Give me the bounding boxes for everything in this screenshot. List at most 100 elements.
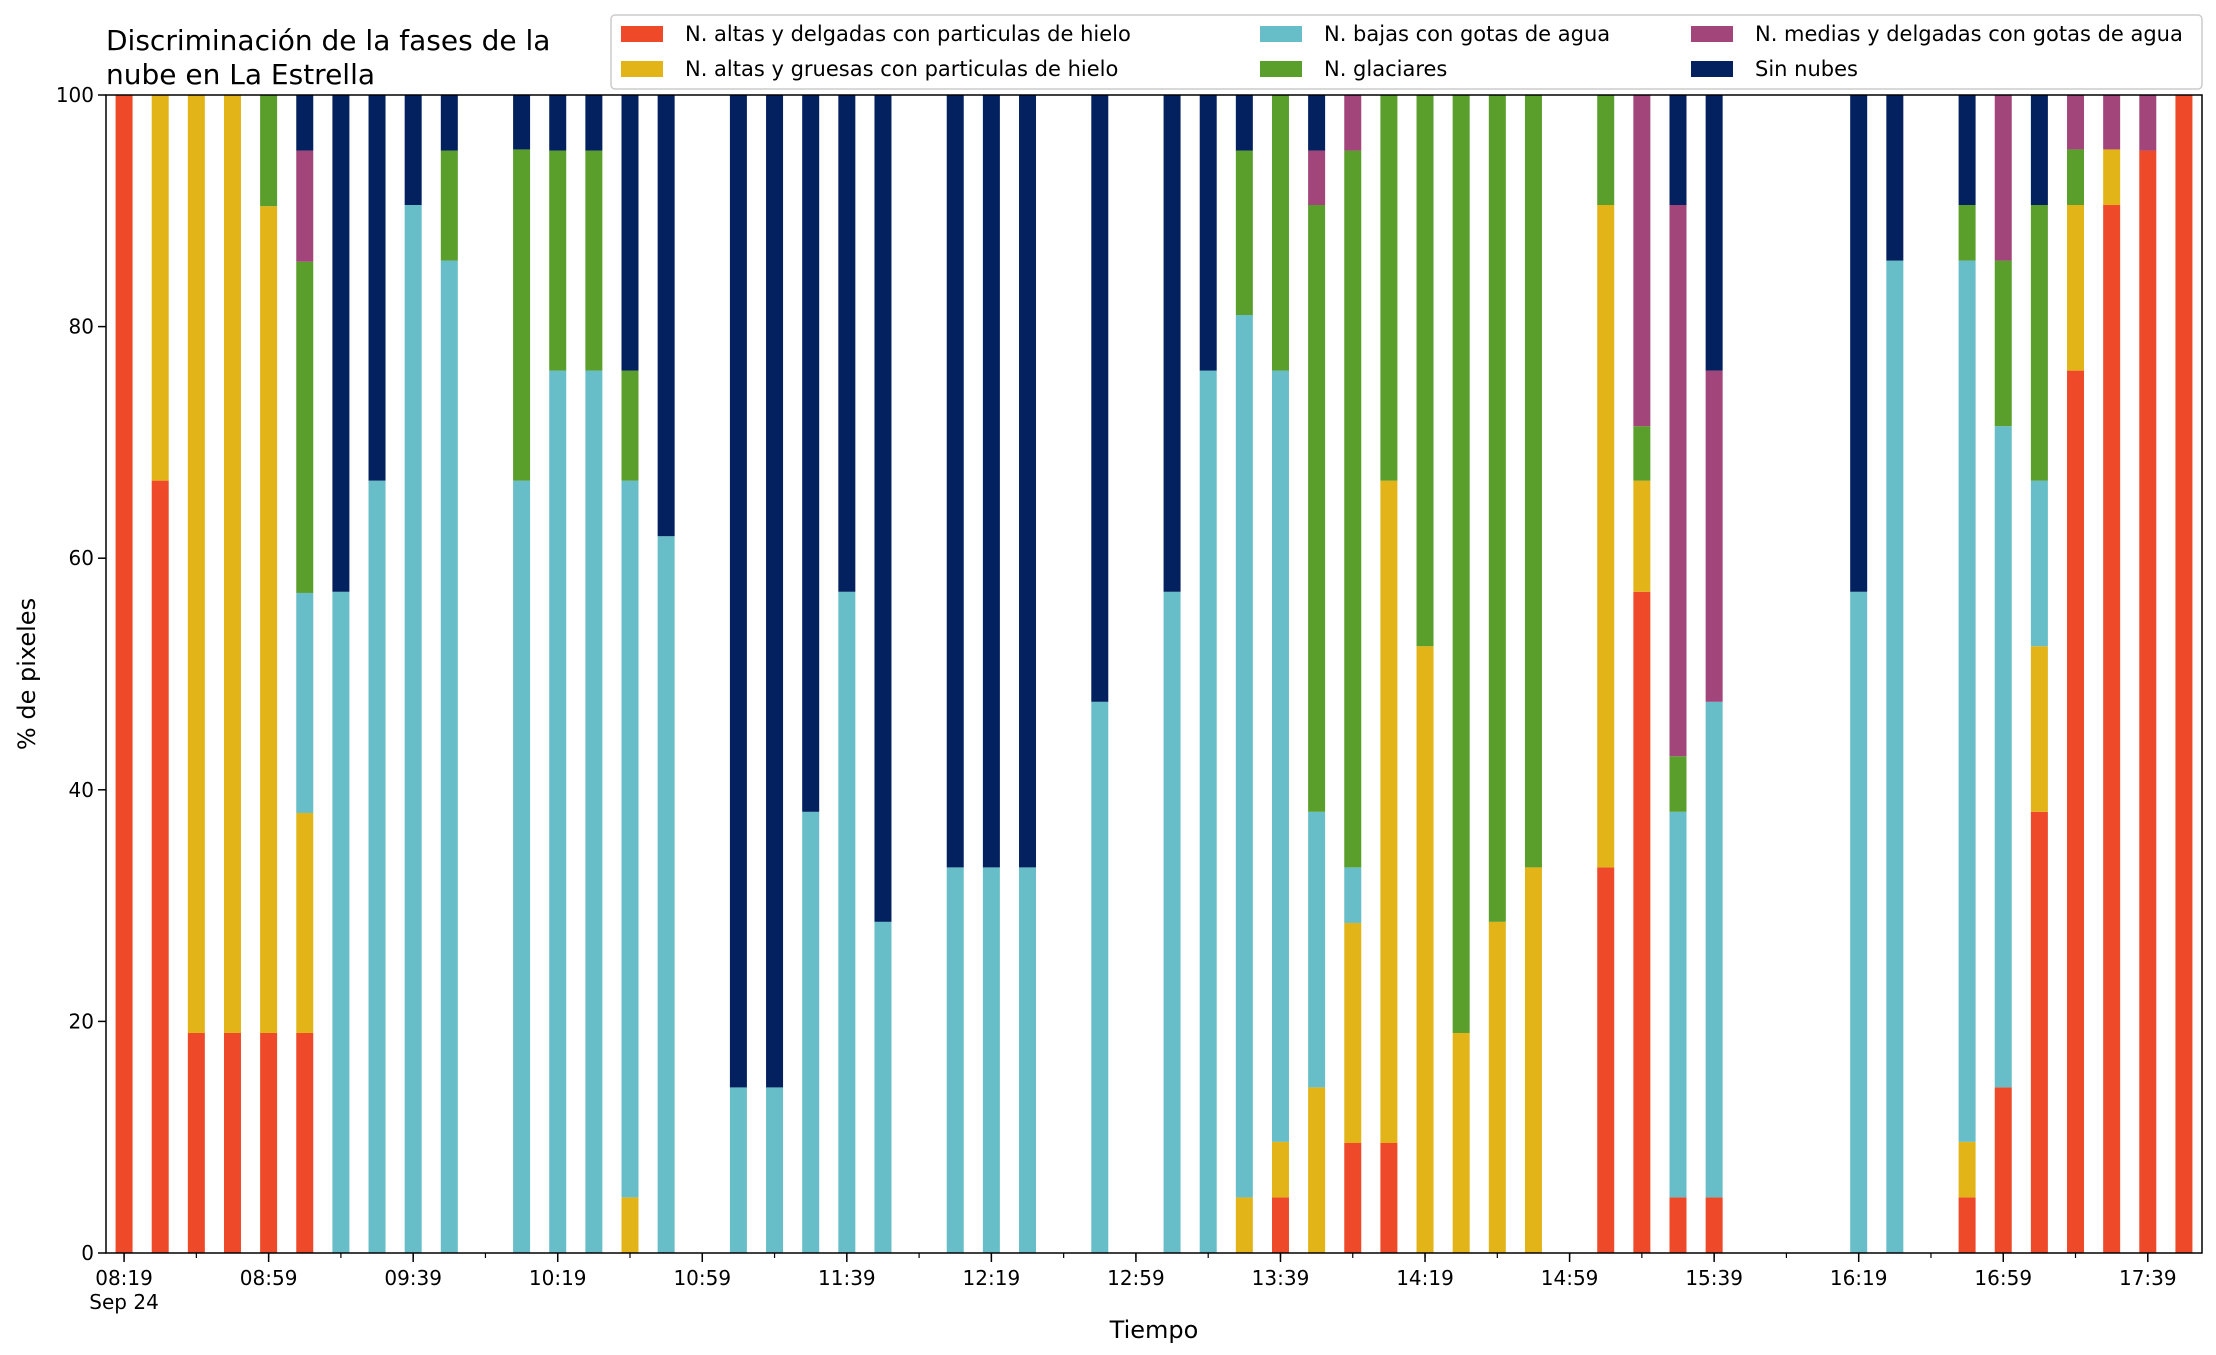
bar-segment xyxy=(260,1032,278,1253)
bar-segment xyxy=(1633,480,1651,592)
bar-segment xyxy=(1271,1197,1289,1253)
bar-segment xyxy=(296,95,314,151)
bar-segment xyxy=(1958,205,1976,261)
bar-segment xyxy=(368,95,386,481)
bar-segment xyxy=(1850,95,1868,592)
bar-segment xyxy=(296,261,314,593)
bar-segment xyxy=(2030,811,2048,1253)
bar-segment xyxy=(1235,95,1253,151)
bar-segment xyxy=(621,95,639,371)
bar-segment xyxy=(1597,95,1615,206)
bar-segment xyxy=(1958,1197,1976,1253)
bar-segment xyxy=(2103,205,2121,1253)
bar-segment xyxy=(2139,150,2157,1254)
bar-segment xyxy=(621,480,639,1198)
y-tick-label: 0 xyxy=(81,1241,94,1265)
x-tick-label: 14:19 xyxy=(1396,1266,1454,1290)
bar-segment xyxy=(946,867,964,1253)
bar-segment xyxy=(1994,1087,2012,1253)
bar-segment xyxy=(1669,756,1687,812)
bar-segment xyxy=(368,480,386,1253)
bar-segment xyxy=(296,150,314,262)
bar-segment xyxy=(549,370,567,1254)
bar-segment xyxy=(1344,150,1362,868)
bar-segment xyxy=(1452,1032,1470,1253)
bar-segment xyxy=(513,95,531,150)
bar-segment xyxy=(2103,95,2121,150)
x-tick-label: 16:19 xyxy=(1830,1266,1888,1290)
bar-segment xyxy=(440,150,458,261)
bar-segment xyxy=(1344,867,1362,923)
bar-segment xyxy=(513,149,531,481)
bar-segment xyxy=(1633,95,1651,427)
bar-segment xyxy=(549,150,567,371)
x-tick-label: 08:19 xyxy=(95,1266,153,1290)
x-tick-label: 16:59 xyxy=(1974,1266,2032,1290)
bar-segment xyxy=(1416,95,1434,647)
legend-label: N. glaciares xyxy=(1324,57,1447,81)
bar-segment xyxy=(1633,426,1651,481)
bar-segment xyxy=(2067,149,2085,206)
bar-segment xyxy=(1380,1142,1398,1253)
bars-layer xyxy=(115,95,2193,1254)
bar-segment xyxy=(1452,95,1470,1033)
bar-segment xyxy=(838,95,856,592)
bar-segment xyxy=(1669,811,1687,1198)
bar-segment xyxy=(296,1032,314,1253)
y-tick-label: 40 xyxy=(69,778,94,802)
bar-segment xyxy=(729,1087,747,1253)
bar-segment xyxy=(1597,205,1615,868)
bar-segment xyxy=(2067,95,2085,150)
legend: N. altas y delgadas con particulas de hi… xyxy=(610,14,2203,90)
bar-segment xyxy=(2030,646,2048,812)
bar-segment xyxy=(115,95,133,1253)
bar-segment xyxy=(1597,867,1615,1253)
bar-segment xyxy=(404,95,422,206)
bar-segment xyxy=(1994,95,2012,261)
bar-segment xyxy=(1308,150,1326,206)
bar-segment xyxy=(585,370,603,1254)
bar-segment xyxy=(296,812,314,1033)
x-axis-label: Tiempo xyxy=(1109,1316,1199,1344)
legend-box xyxy=(610,14,2203,90)
bar-segment xyxy=(766,1087,784,1253)
bar-segment xyxy=(1705,1197,1723,1253)
bar-segment xyxy=(1524,95,1542,868)
legend-label: N. altas y delgadas con particulas de hi… xyxy=(685,22,1131,46)
bar-segment xyxy=(440,260,458,1254)
bar-segment xyxy=(1850,591,1868,1253)
bar-segment xyxy=(2030,480,2048,647)
x-tick-label: 11:39 xyxy=(818,1266,876,1290)
x-tick-label: 10:59 xyxy=(673,1266,731,1290)
bar-segment xyxy=(2067,370,2085,1254)
x-tick-label: 12:59 xyxy=(1107,1266,1165,1290)
bar-segment xyxy=(1308,1087,1326,1253)
x-tick-label: 15:39 xyxy=(1685,1266,1743,1290)
bar-segment xyxy=(621,1197,639,1253)
bar-segment xyxy=(1886,260,1904,1254)
bar-segment xyxy=(260,95,278,207)
bar-segment xyxy=(1994,426,2012,1088)
bar-segment xyxy=(2103,149,2121,206)
y-axis: 0 20 40 60 80 100 xyxy=(56,83,106,1265)
bar-segment xyxy=(1235,1197,1253,1253)
bar-segment xyxy=(151,95,169,481)
x-tick-label: 13:39 xyxy=(1252,1266,1310,1290)
bar-segment xyxy=(946,95,964,868)
bar-segment xyxy=(1524,867,1542,1253)
bar-segment xyxy=(2067,205,2085,371)
x-tick-label: 17:39 xyxy=(2119,1266,2177,1290)
bar-segment xyxy=(1958,95,1976,206)
bar-segment xyxy=(1019,95,1037,868)
bar-segment xyxy=(1669,205,1687,757)
bar-segment xyxy=(1163,591,1181,1253)
y-tick-label: 60 xyxy=(69,546,94,570)
bar-segment xyxy=(1344,95,1362,151)
bar-segment xyxy=(1994,260,2012,427)
bar-segment xyxy=(2175,95,2193,1253)
bar-segment xyxy=(1308,811,1326,1088)
bar-segment xyxy=(1308,95,1326,151)
bar-segment xyxy=(1958,260,1976,1142)
bar-segment xyxy=(260,206,278,1033)
